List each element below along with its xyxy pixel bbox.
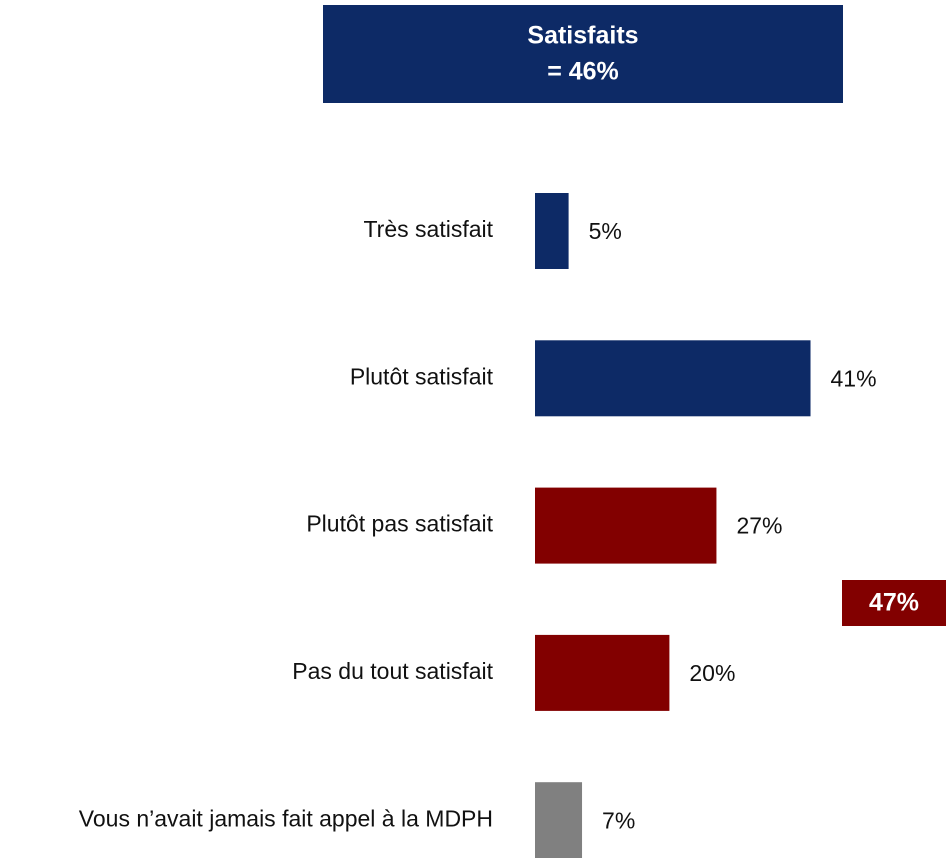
category-label: Très satisfait [363,216,493,242]
annotation-text: Satisfaits [527,22,638,50]
bar [535,782,583,858]
annotation-box [842,580,946,626]
bar [535,634,670,711]
annotation-text: 47% [869,589,919,617]
value-label: 7% [602,807,635,833]
category-label: Plutôt pas satisfait [306,511,493,537]
annotation-text: = 46% [547,58,619,86]
category-label: Plutôt satisfait [350,363,494,389]
category-label: Vous n’avait jamais fait appel à la MDPH [79,805,493,831]
category-label: Pas du tout satisfait [292,658,493,684]
bar [535,193,569,269]
value-label: 41% [831,365,877,391]
bar [535,340,811,417]
value-label: 20% [689,660,735,686]
value-label: 5% [589,218,622,244]
bar [535,487,717,564]
annotation-box [323,5,843,103]
value-label: 27% [736,513,782,539]
